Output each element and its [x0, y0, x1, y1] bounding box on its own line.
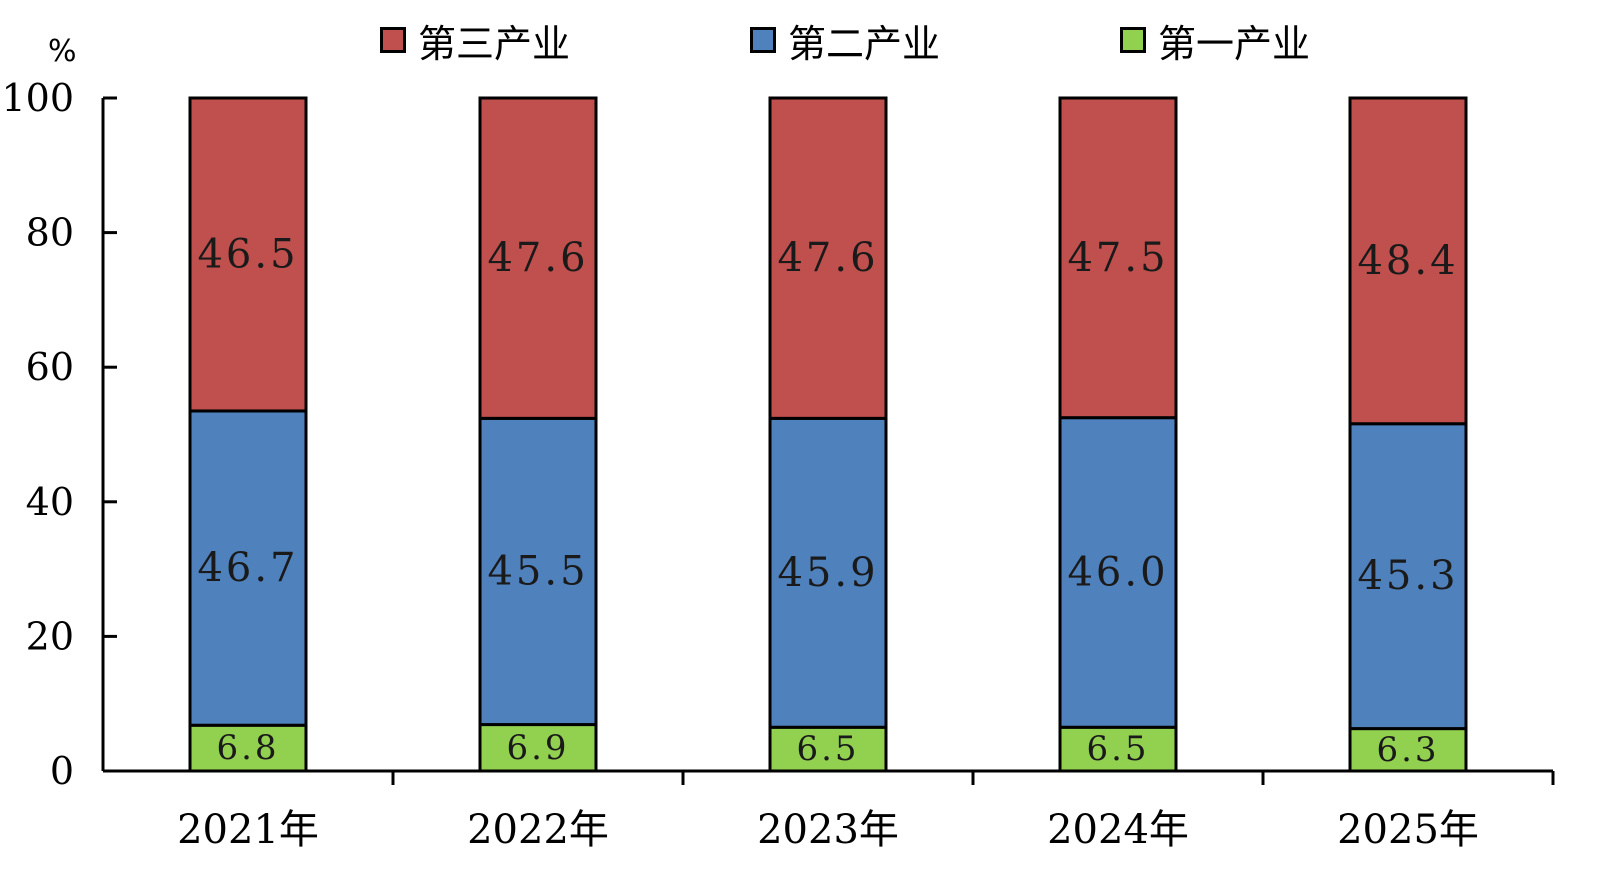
- data-label-3-1: 46.5: [197, 231, 298, 277]
- bar-segment-2-2: [478, 416, 598, 727]
- bar-segment-1-2: [478, 723, 598, 773]
- legend-item-primary: 第一产业: [1120, 14, 1310, 66]
- data-label-3-3: 47.6: [777, 235, 878, 281]
- y-tick-label-3: 40: [26, 480, 74, 524]
- y-axis-unit-label: %: [48, 34, 77, 69]
- chart-legend: 第三产业 第二产业 第一产业: [0, 14, 1609, 66]
- data-label-2-4: 46.0: [1067, 549, 1168, 595]
- data-label-1-4: 6.5: [1086, 729, 1149, 769]
- legend-swatch-tertiary: [380, 27, 406, 53]
- data-label-2-2: 45.5: [487, 548, 588, 594]
- bar-segment-3-1: [188, 96, 308, 413]
- legend-item-tertiary: 第三产业: [380, 14, 570, 66]
- bar-segment-2-3: [768, 416, 888, 729]
- data-label-2-5: 45.3: [1357, 553, 1458, 599]
- x-tick-label-5: 2025年: [1337, 807, 1479, 853]
- legend-label-primary: 第一产业: [1158, 21, 1311, 66]
- bar-segment-3-2: [478, 96, 598, 420]
- data-label-1-1: 6.8: [216, 728, 279, 768]
- y-tick-label-2: 20: [26, 614, 74, 658]
- data-label-1-5: 6.3: [1376, 730, 1439, 770]
- x-tick-label-4: 2024年: [1047, 807, 1189, 853]
- bar-segment-3-4: [1058, 96, 1178, 420]
- data-label-1-3: 6.5: [796, 729, 859, 769]
- bar-segment-3-5: [1348, 96, 1468, 426]
- bar-segment-1-3: [768, 725, 888, 773]
- legend-label-secondary: 第二产业: [788, 21, 941, 66]
- legend-item-secondary: 第二产业: [750, 14, 940, 66]
- data-label-1-2: 6.9: [506, 728, 569, 768]
- y-tick-label-1: 0: [50, 749, 74, 793]
- x-tick-label-3: 2023年: [757, 807, 899, 853]
- bar-segment-3-3: [768, 96, 888, 420]
- bar-segment-2-5: [1348, 422, 1468, 731]
- x-tick-label-2: 2022年: [467, 807, 609, 853]
- y-tick-label-6: 100: [1, 76, 74, 120]
- data-label-3-4: 47.5: [1067, 235, 1168, 281]
- data-label-3-5: 48.4: [1357, 238, 1458, 284]
- x-tick-label-1: 2021年: [177, 807, 319, 853]
- data-label-2-3: 45.9: [777, 550, 878, 596]
- legend-swatch-primary: [1120, 27, 1146, 53]
- y-tick-label-4: 60: [26, 345, 74, 389]
- data-label-3-2: 47.6: [487, 235, 588, 281]
- bar-segment-2-4: [1058, 416, 1178, 729]
- data-label-2-1: 46.7: [197, 545, 298, 591]
- bar-segment-2-1: [188, 409, 308, 727]
- legend-swatch-secondary: [750, 27, 776, 53]
- legend-label-tertiary: 第三产业: [418, 21, 571, 66]
- y-tick-label-5: 80: [26, 211, 74, 255]
